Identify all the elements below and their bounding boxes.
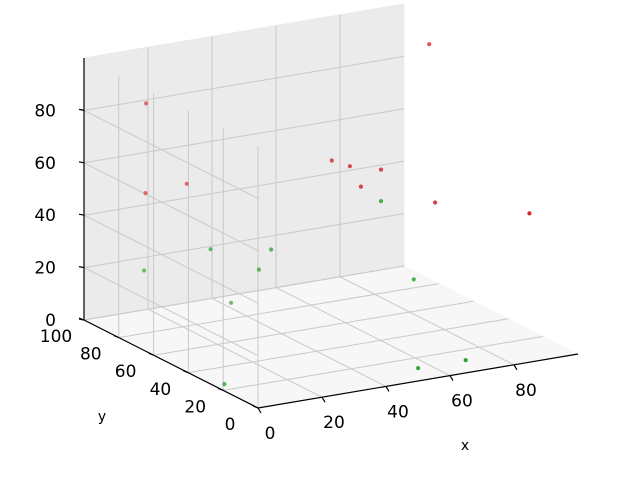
z-tick-mark [78,161,85,164]
data-point-series-0-6 [433,200,438,205]
z-tick-mark [78,108,85,111]
data-points [142,42,532,387]
grid-line-floor-x [275,287,451,377]
y-tick-label: 40 [150,380,172,400]
data-point-series-1-8 [416,366,421,371]
data-point-series-0-2 [329,158,334,163]
y-tick-mark [113,335,120,339]
grid-line-floor-y [83,265,405,321]
axis-lines [83,58,579,409]
data-point-series-1-3 [256,267,261,272]
data-point-series-0-4 [358,184,363,189]
x-tick-mark [513,364,518,371]
y-tick-mark [252,405,259,409]
data-point-series-1-0 [208,247,213,252]
data-point-series-1-7 [411,277,416,282]
grid-line-left-z [83,214,259,304]
pane-back-wall [83,3,405,321]
grid-line-floor-y [118,283,439,339]
y-axis-line [83,319,259,409]
data-point-series-1-5 [463,358,468,363]
grid-line-left-z [83,162,259,252]
x-tick-label: 60 [451,392,473,412]
y-tick-label: 100 [40,327,72,347]
data-point-series-0-0 [144,101,149,106]
x-axis-label: x [461,438,469,454]
data-point-series-1-4 [378,199,384,204]
grid-line-left-z [83,109,259,199]
y-tick-label: 80 [80,345,102,365]
x-tick-label: 20 [323,413,345,433]
grid-line-back-z [83,213,405,269]
z-tick-mark [78,213,85,216]
y-tick-label: 60 [115,362,137,382]
y-tick-mark [217,387,224,391]
data-point-series-0-9 [378,167,384,172]
grid-line-floor-y [223,335,544,391]
x-tick-mark [321,396,326,403]
data-point-series-0-3 [347,164,352,169]
z-tick-label: 20 [34,259,56,279]
axis-panes [82,3,580,409]
z-tick-label: 60 [34,154,56,174]
x-tick-mark [449,375,454,381]
grid-line-floor-x [339,276,515,366]
y-tick-label: 20 [184,397,206,417]
data-point-series-0-1 [143,191,148,196]
y-axis-label: y [98,409,106,425]
grid-line-back-z [83,108,405,164]
x-axis-line [257,353,579,409]
grid-line-floor-y [188,318,509,374]
grid-line-left-z [83,267,259,357]
z-tick-label: 40 [34,206,56,226]
grid-line-floor-x [211,297,387,387]
data-point-series-1-1 [269,247,274,252]
data-point-series-1-6 [229,300,234,305]
grid-line-floor-x [147,308,323,398]
x-tick-label: 80 [515,381,537,401]
grid-line-back-z [83,160,405,216]
x-tick-label: 40 [387,402,409,422]
z-tick-label: 0 [45,311,56,331]
y-tick-label: 0 [225,415,236,435]
data-point-series-1-9 [222,382,227,387]
x-tick-mark [385,386,390,392]
x-tick-label: 0 [265,424,276,444]
data-point-series-0-5 [184,181,189,186]
grid-line-floor-y [153,300,474,356]
y-tick-mark [148,352,154,356]
y-tick-mark [183,370,189,374]
x-tick-mark [257,407,262,414]
data-point-series-0-8 [527,211,532,216]
grid-line-back-z [83,55,405,111]
data-point-series-0-7 [427,42,432,47]
data-point-series-1-2 [142,268,147,273]
z-tick-mark [78,266,85,269]
z-tick-label: 80 [34,101,56,121]
z-tick-mark [78,318,85,321]
